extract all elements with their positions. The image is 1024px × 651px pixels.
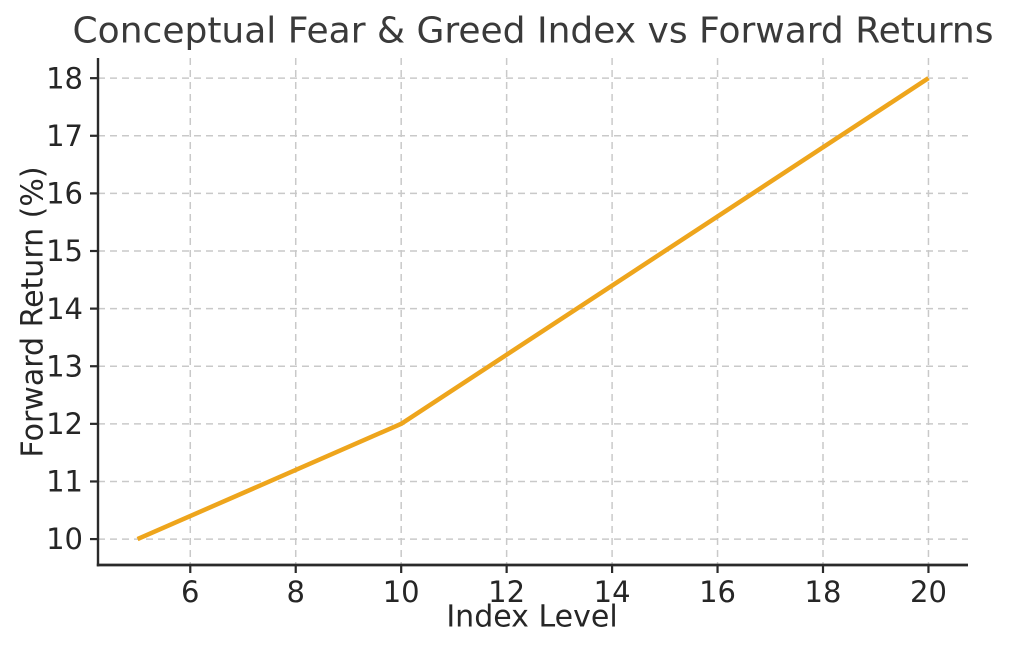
y-tick-label: 15 — [46, 234, 83, 268]
x-tick-label: 8 — [287, 575, 305, 609]
y-axis-label: Forward Return (%) — [15, 166, 51, 458]
x-tick-label: 20 — [910, 575, 947, 609]
x-tick-label: 6 — [181, 575, 199, 609]
x-tick-label: 12 — [488, 575, 525, 609]
y-tick-label: 14 — [46, 292, 83, 326]
y-tick-label: 11 — [46, 465, 83, 499]
chart-title: Conceptual Fear & Greed Index vs Forward… — [72, 10, 994, 52]
x-tick-label: 14 — [594, 575, 631, 609]
x-axis-label: Index Level — [446, 599, 618, 635]
series-line — [136, 76, 930, 542]
x-tick-label: 16 — [699, 575, 736, 609]
y-tick-label: 18 — [46, 61, 83, 95]
y-tick-label: 12 — [46, 407, 83, 441]
x-tick-label: 18 — [805, 575, 842, 609]
x-tick-label: 10 — [383, 575, 420, 609]
y-tick-label: 16 — [46, 177, 83, 211]
y-tick-label: 17 — [46, 119, 83, 153]
y-tick-label: 10 — [46, 522, 83, 556]
y-tick-label: 13 — [46, 349, 83, 383]
